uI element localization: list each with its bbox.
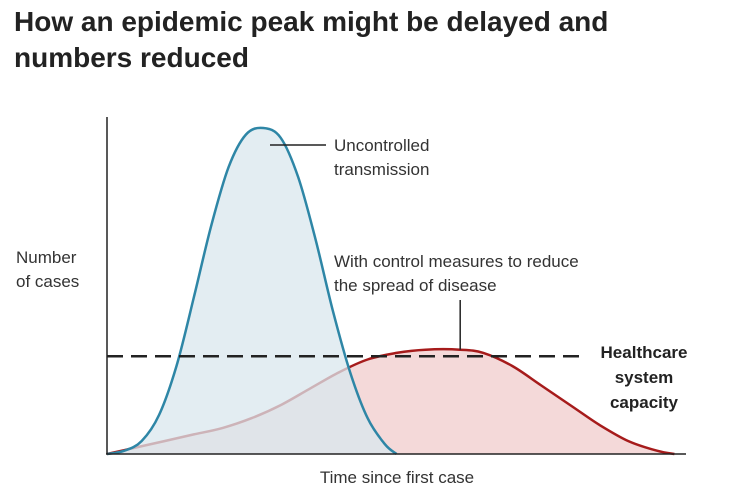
chart-title-line-2: numbers reduced (14, 42, 249, 73)
capacity-label-line-2: system (615, 368, 674, 387)
capacity-label-line-3: capacity (610, 393, 679, 412)
uncontrolled-label-line-1: Uncontrolled (334, 136, 429, 155)
x-axis-label: Time since first case (320, 468, 474, 486)
controlled-label-line-1: With control measures to reduce (334, 252, 579, 271)
y-axis-label-line-1: Number (16, 248, 77, 267)
chart-title: How an epidemic peak might be delayed an… (14, 4, 714, 76)
uncontrolled-curve-fill (107, 127, 397, 454)
chart-title-line-1: How an epidemic peak might be delayed an… (14, 6, 609, 37)
uncontrolled-label-line-2: transmission (334, 160, 429, 179)
uncontrolled-curve-line (106, 126, 398, 456)
controlled-label-line-2: the spread of disease (334, 276, 497, 295)
y-axis-label-line-2: of cases (16, 272, 79, 291)
series-areas (106, 126, 675, 456)
capacity-label-line-1: Healthcare (601, 343, 688, 362)
